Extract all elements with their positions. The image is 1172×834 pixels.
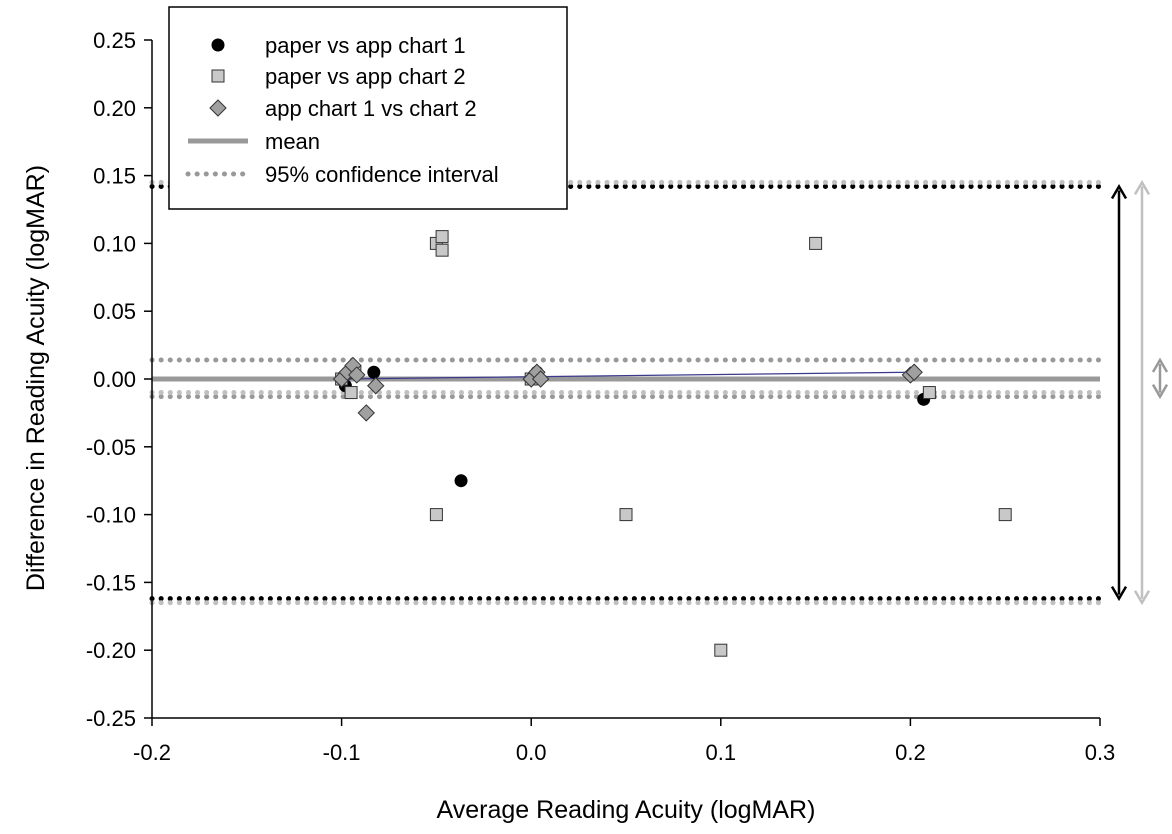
y-tick-label: 0.15 xyxy=(93,164,136,189)
range-arrow-head-bottom-1 xyxy=(1133,590,1151,606)
y-tick-label: -0.25 xyxy=(86,706,136,731)
series-3-point-5 xyxy=(367,377,385,395)
series-3-point-10 xyxy=(905,363,923,381)
legend-label-series-1: paper vs app chart 1 xyxy=(265,33,466,58)
y-tick-label: -0.10 xyxy=(86,503,136,528)
series-2-point-4 xyxy=(435,230,449,244)
y-tick-label: 0.10 xyxy=(93,231,136,256)
y-tick-label: 0.25 xyxy=(93,28,136,53)
series-2-point-8 xyxy=(619,508,633,522)
series-2-point-1 xyxy=(344,386,358,400)
plot-lines xyxy=(149,179,1103,606)
y-tick-label: -0.15 xyxy=(86,570,136,595)
plot-points xyxy=(332,230,1012,657)
legend-symbol-series-3 xyxy=(209,99,227,117)
legend: paper vs app chart 1 paper vs app chart 2… xyxy=(168,6,568,210)
legend-label-series-2: paper vs app chart 2 xyxy=(265,64,466,89)
x-tick-label: 0.1 xyxy=(706,740,737,765)
x-tick-label: -0.2 xyxy=(133,740,171,765)
y-tick-label: 0.00 xyxy=(93,367,136,392)
series-3-point-8 xyxy=(531,370,550,388)
series-2-point-9 xyxy=(714,643,728,657)
y-tick-label: 0.20 xyxy=(93,96,136,121)
regression-line xyxy=(341,371,911,380)
series-1-point-3 xyxy=(454,474,468,488)
range-arrow-head-top-0 xyxy=(1110,183,1128,200)
x-axis-label: Average Reading Acuity (logMAR) xyxy=(437,796,816,824)
x-tick-label: 0.3 xyxy=(1085,740,1116,765)
series-2-point-6 xyxy=(429,508,443,522)
x-tick-label: 0.0 xyxy=(516,740,547,765)
series-2-point-10 xyxy=(809,236,823,250)
y-tick-label: -0.20 xyxy=(86,638,136,663)
series-2-point-11 xyxy=(922,386,936,400)
legend-symbol-series-1 xyxy=(211,38,225,52)
series-3-point-4 xyxy=(357,404,375,422)
range-arrow-head-top-2 xyxy=(1151,357,1169,373)
series-2-point-5 xyxy=(435,243,449,257)
legend-label-series-3: app chart 1 vs chart 2 xyxy=(265,96,477,121)
range-arrow-head-top-1 xyxy=(1133,179,1151,196)
y-tick-label: -0.05 xyxy=(86,435,136,460)
x-tick-label: -0.1 xyxy=(323,740,361,765)
series-1-point-2 xyxy=(367,365,381,379)
series-2-point-12 xyxy=(998,508,1012,522)
range-arrow-head-bottom-0 xyxy=(1110,586,1128,602)
legend-symbol-series-2 xyxy=(211,69,225,83)
legend-label-mean: mean xyxy=(265,129,320,154)
x-tick-label: 0.2 xyxy=(895,740,926,765)
y-axis-label: Difference in Reading Acuity (logMAR) xyxy=(22,165,50,591)
series-3-point-3 xyxy=(348,366,366,384)
range-arrows xyxy=(1110,179,1169,606)
legend-label-ci: 95% confidence interval xyxy=(265,162,499,187)
axes: 0.25 0.20 0.15 0.10 0.05 0.00 -0.05 -0.10 -0.15 -… xyxy=(86,28,1115,765)
range-arrow-head-bottom-2 xyxy=(1151,383,1169,400)
y-tick-label: 0.05 xyxy=(93,299,136,324)
